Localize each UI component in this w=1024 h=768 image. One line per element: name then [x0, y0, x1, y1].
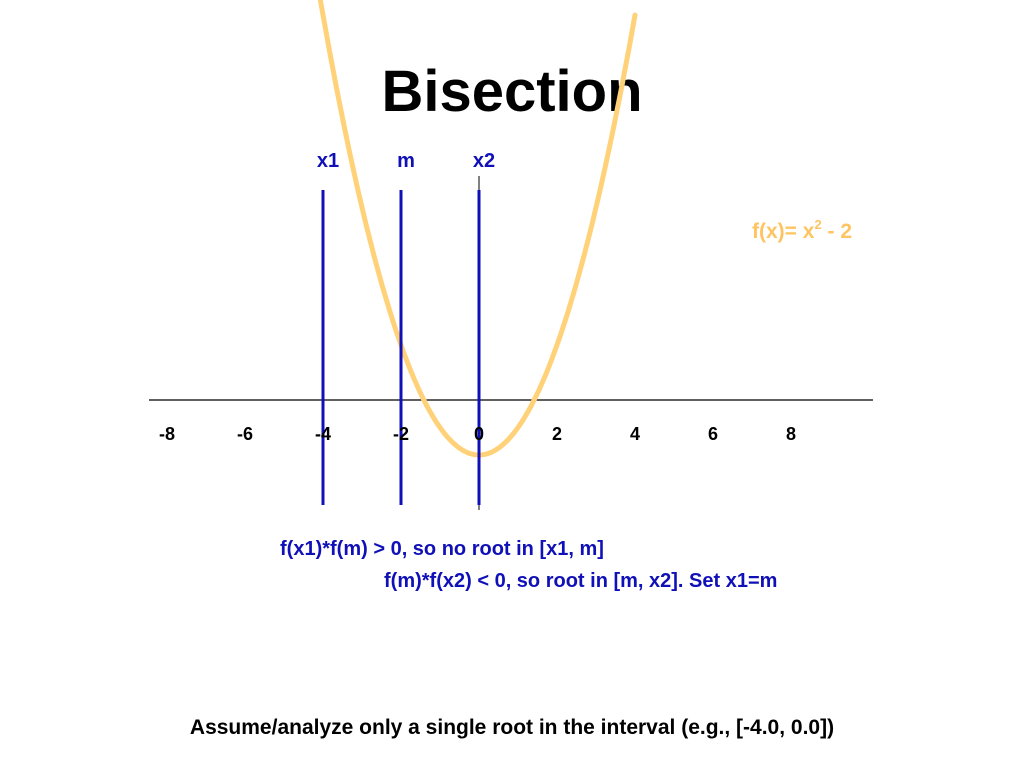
footer-note: Assume/analyze only a single root in the… — [189, 716, 835, 739]
tick-label: 0 — [474, 424, 484, 444]
tick-label: 2 — [552, 424, 562, 444]
function-label-exponent: 2 — [814, 217, 821, 232]
x-axis-tick-labels: -8 -6 -4 -2 0 2 4 6 8 — [159, 424, 796, 444]
tick-label: -2 — [393, 424, 409, 444]
marker-label-m: m — [397, 150, 415, 172]
tick-label: 6 — [708, 424, 718, 444]
tick-label: -4 — [315, 424, 331, 444]
note-right-interval: f(m)*f(x2) < 0, so root in [m, x2]. Set … — [384, 570, 778, 592]
function-curve — [317, 0, 638, 458]
tick-label: -8 — [159, 424, 175, 444]
marker-label-x1: x1 — [317, 150, 339, 172]
function-label-base: f(x)= x — [752, 220, 815, 243]
tick-label: -6 — [237, 424, 253, 444]
function-label-tail: - 2 — [822, 220, 852, 243]
tick-label: 8 — [786, 424, 796, 444]
slide-title: Bisection — [381, 59, 643, 124]
bisection-markers: x1 m x2 — [317, 150, 495, 505]
function-label: f(x)= x2 - 2 — [752, 217, 852, 243]
marker-label-x2: x2 — [473, 150, 495, 172]
note-left-interval: f(x1)*f(m) > 0, so no root in [x1, m] — [280, 538, 604, 560]
tick-label: 4 — [630, 424, 640, 444]
